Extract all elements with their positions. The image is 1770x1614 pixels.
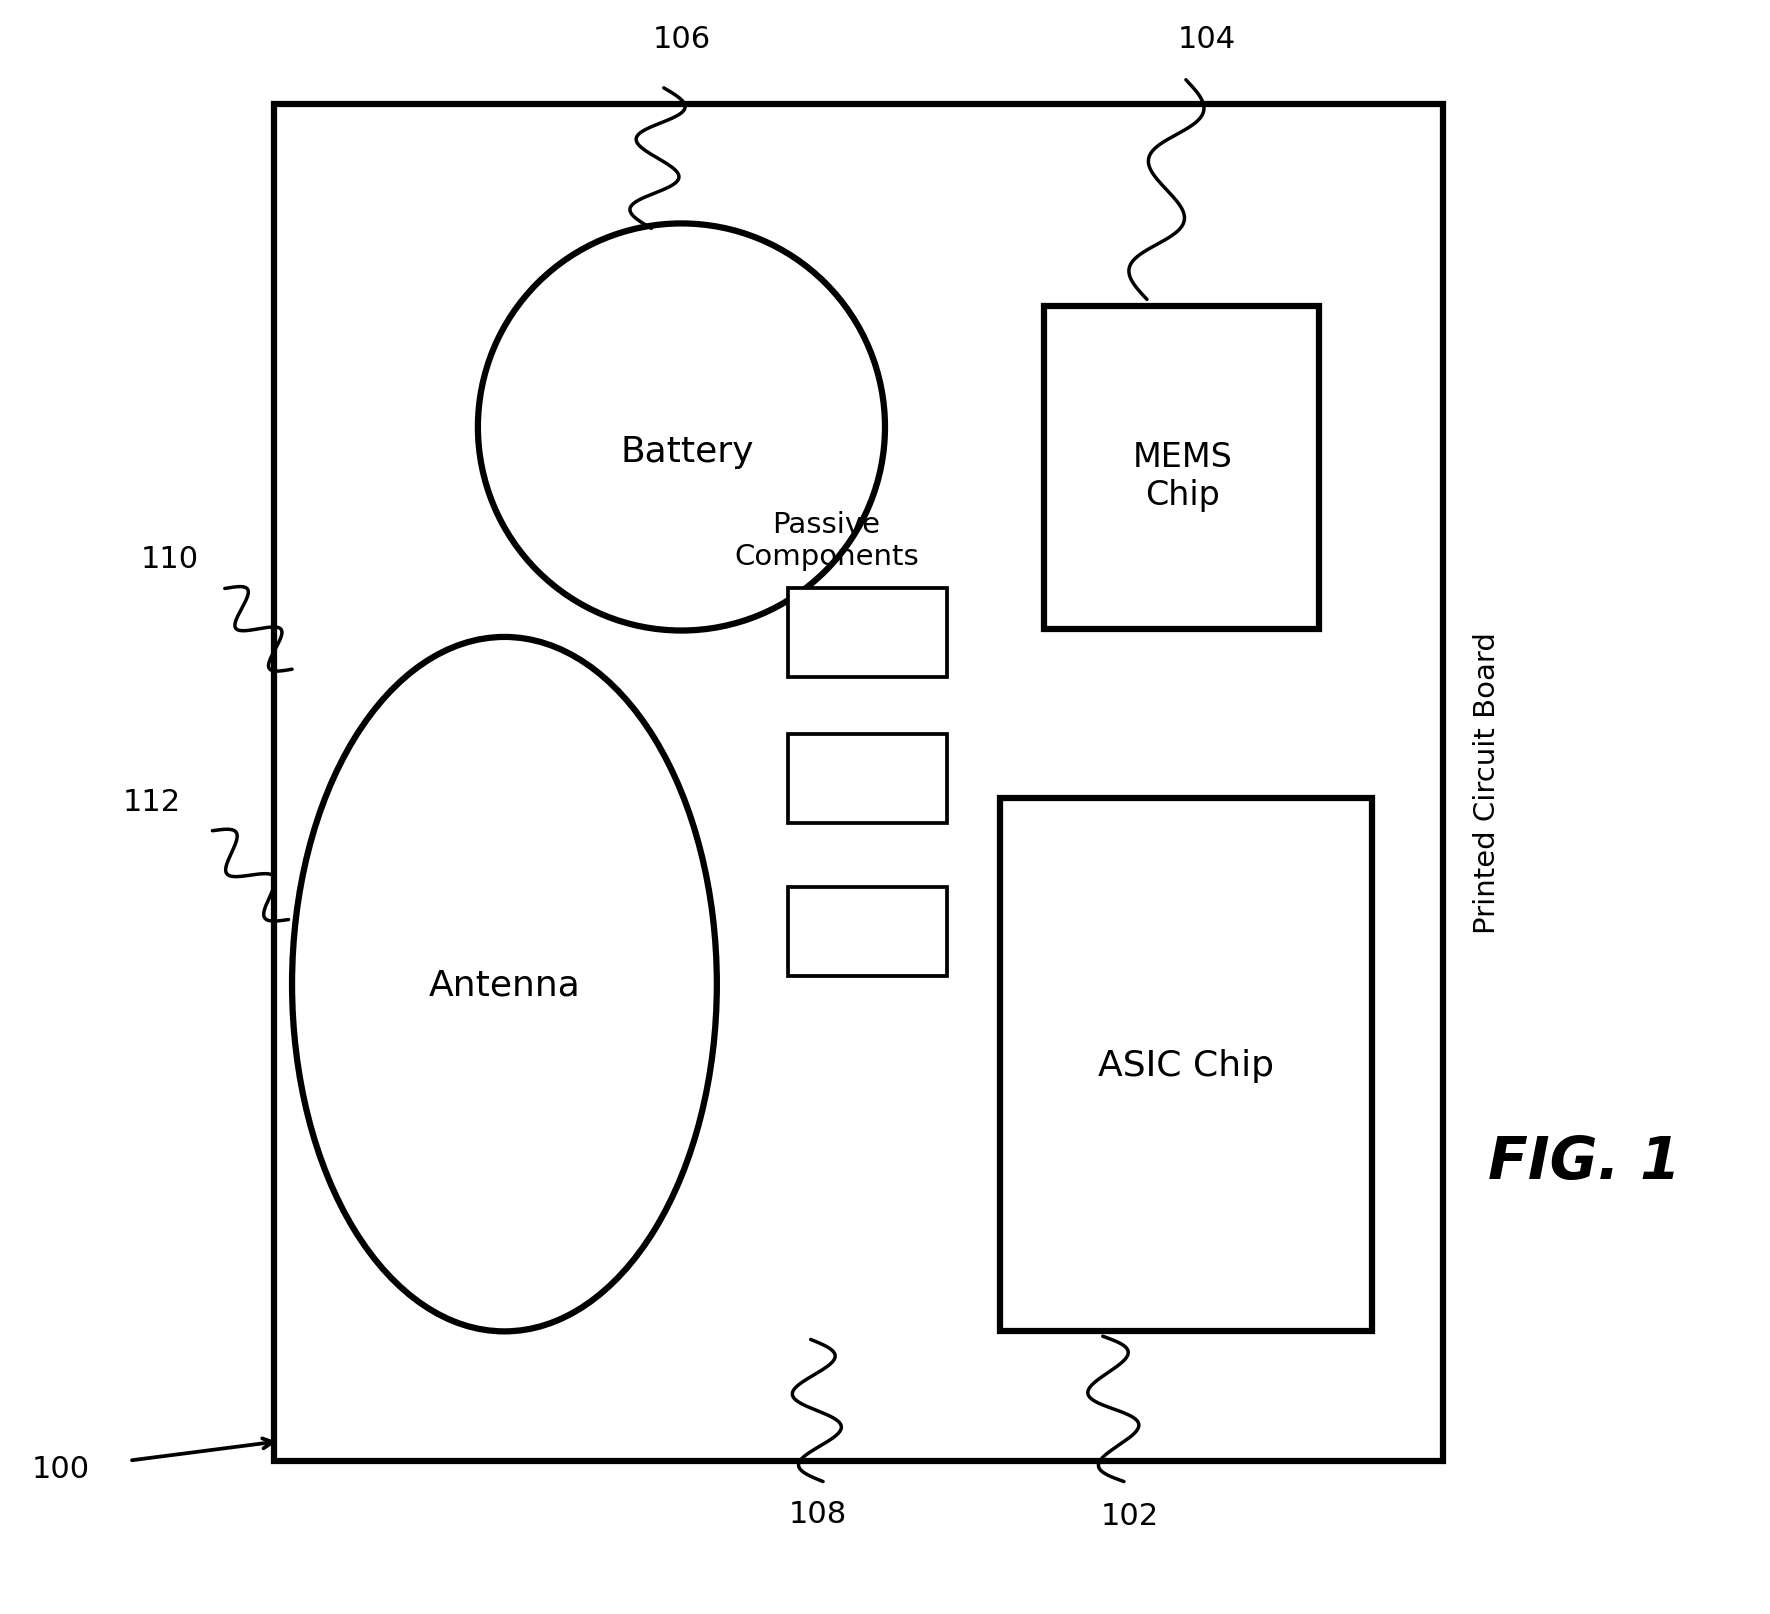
Text: FIG. 1: FIG. 1 <box>1489 1133 1680 1191</box>
Ellipse shape <box>292 638 717 1332</box>
Text: 102: 102 <box>1101 1501 1158 1530</box>
Bar <box>788 888 947 976</box>
Text: 110: 110 <box>142 546 198 575</box>
Ellipse shape <box>478 224 885 631</box>
Bar <box>788 734 947 823</box>
Text: 108: 108 <box>789 1499 846 1528</box>
Text: ASIC Chip: ASIC Chip <box>1097 1047 1274 1083</box>
Bar <box>274 105 1443 1461</box>
Bar <box>788 589 947 678</box>
Bar <box>1000 799 1372 1332</box>
Text: 100: 100 <box>32 1454 90 1483</box>
Text: Printed Circuit Board: Printed Circuit Board <box>1473 633 1501 933</box>
Text: Antenna: Antenna <box>428 967 581 1002</box>
Text: MEMS
Chip: MEMS Chip <box>1133 441 1232 512</box>
Bar <box>1044 307 1319 629</box>
Text: 106: 106 <box>653 26 710 55</box>
Text: Battery: Battery <box>620 434 754 470</box>
Text: 112: 112 <box>124 788 181 817</box>
Text: Passive
Components: Passive Components <box>735 510 919 571</box>
Text: 104: 104 <box>1179 26 1235 55</box>
